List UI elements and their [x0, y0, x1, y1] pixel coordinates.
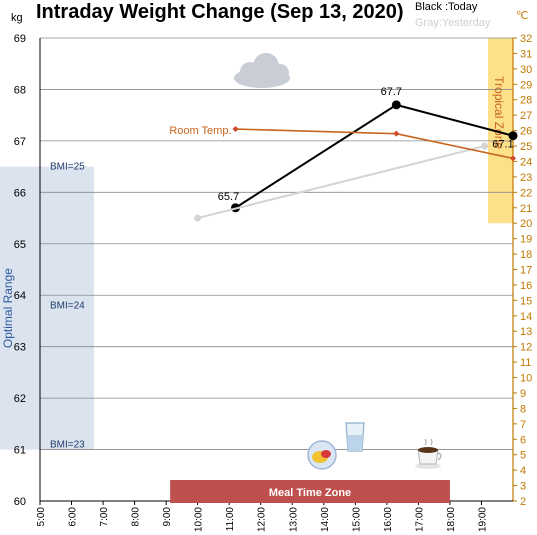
- today-point-1: [391, 100, 401, 110]
- y-tick-label-67: 67: [14, 136, 26, 148]
- today-data-label-3: 67.1: [492, 139, 513, 151]
- bmi-24-label: BMI=24: [50, 301, 85, 312]
- y-axis-unit: kg: [11, 12, 23, 24]
- y2-tick-label-18: 18: [520, 249, 532, 261]
- y2-tick-label-16: 16: [520, 280, 532, 292]
- x-tick-label-13: 18:00: [446, 507, 457, 532]
- y2-tick-label-31: 31: [520, 48, 532, 60]
- y2-tick-label-5: 5: [520, 450, 526, 462]
- y2-tick-label-9: 9: [520, 388, 526, 400]
- y2-tick-label-32: 32: [520, 33, 532, 45]
- y2-axis-unit: ℃: [516, 10, 528, 22]
- x-tick-label-8: 13:00: [288, 507, 299, 532]
- y2-axis-ticks: 2345678910111213141516171819202122232425…: [513, 33, 532, 508]
- series-layer: [194, 100, 518, 222]
- y2-tick-label-27: 27: [520, 110, 532, 122]
- y2-tick-label-7: 7: [520, 419, 526, 431]
- yesterday-point-0: [194, 214, 202, 222]
- y-tick-label-69: 69: [14, 33, 26, 45]
- room_temp-point-2: [510, 155, 516, 162]
- y-axis-ticks: 60 61 62 63 64 65 66 67 68 69: [14, 33, 26, 508]
- x-tick-label-3: 8:00: [131, 507, 142, 527]
- y-tick-label-66: 66: [14, 187, 26, 199]
- y2-tick-label-8: 8: [520, 403, 526, 415]
- y2-tick-label-11: 11: [520, 357, 531, 369]
- y-tick-label-68: 68: [14, 84, 26, 96]
- y-tick-label-64: 64: [14, 290, 26, 302]
- x-tick-label-5: 10:00: [194, 507, 205, 532]
- y2-tick-label-25: 25: [520, 141, 532, 153]
- bmi-23-label: BMI=23: [50, 439, 85, 450]
- x-tick-label-2: 7:00: [99, 507, 110, 527]
- x-axis-ticks: 5:00 6:00 7:00 8:00 9:00 10:00 11:00 12:00 13:00…: [36, 501, 488, 532]
- y2-tick-label-22: 22: [520, 187, 532, 199]
- y2-tick-label-28: 28: [520, 95, 532, 107]
- gridlines: [40, 37, 513, 502]
- x-tick-label-6: 11:00: [225, 507, 236, 532]
- meal-time-zone-band: [170, 480, 450, 503]
- y2-tick-label-12: 12: [520, 342, 532, 354]
- y-tick-label-65: 65: [14, 239, 26, 251]
- optimal-range-band: [0, 166, 94, 450]
- x-tick-label-4: 9:00: [162, 507, 173, 527]
- y2-tick-label-13: 13: [520, 326, 532, 338]
- x-tick-label-9: 14:00: [320, 507, 331, 532]
- today-data-label-2: 67.7: [381, 86, 402, 98]
- y2-tick-label-20: 20: [520, 218, 532, 230]
- legend-yesterday: Gray:Yesterday: [415, 17, 491, 29]
- y2-tick-label-14: 14: [520, 311, 532, 323]
- y2-tick-label-15: 15: [520, 295, 532, 307]
- y2-tick-label-17: 17: [520, 265, 532, 277]
- y-tick-label-63: 63: [14, 342, 26, 354]
- x-tick-label-12: 17:00: [414, 507, 425, 532]
- meal-plate-icon: [307, 440, 337, 470]
- y2-tick-label-3: 3: [520, 481, 526, 493]
- y2-tick-label-6: 6: [520, 434, 526, 446]
- y2-tick-label-29: 29: [520, 79, 532, 91]
- bmi-25-label: BMI=25: [50, 162, 85, 173]
- y2-tick-label-10: 10: [520, 373, 532, 385]
- x-tick-label-0: 5:00: [36, 507, 47, 527]
- x-tick-label-1: 6:00: [68, 507, 79, 527]
- water-glass-icon: [345, 422, 365, 452]
- meal-time-zone-label: Meal Time Zone: [269, 487, 351, 499]
- coffee-cup-icon: [415, 438, 442, 469]
- room_temp-point-0: [232, 126, 239, 133]
- y2-tick-label-2: 2: [520, 496, 526, 508]
- y-tick-label-61: 61: [14, 445, 26, 457]
- y2-tick-label-26: 26: [520, 126, 532, 138]
- room_temp-point-1: [393, 130, 400, 137]
- x-tick-label-10: 15:00: [351, 507, 362, 532]
- chart-title: Intraday Weight Change (Sep 13, 2020): [36, 1, 404, 23]
- y-tick-label-60: 60: [14, 496, 26, 508]
- y2-tick-label-19: 19: [520, 234, 532, 246]
- room_temp-line: [235, 128, 514, 160]
- y2-tick-label-30: 30: [520, 64, 532, 76]
- x-tick-label-11: 16:00: [383, 507, 394, 532]
- x-tick-label-14: 19:00: [477, 507, 488, 532]
- x-tick-label-7: 12:00: [257, 507, 268, 532]
- room-temp-label: Room Temp.: [169, 125, 231, 137]
- yesterday-point-1: [481, 142, 489, 150]
- y2-tick-label-23: 23: [520, 172, 532, 184]
- cloud-icon: [234, 53, 290, 88]
- axes: [39, 38, 514, 502]
- y2-tick-label-21: 21: [520, 203, 532, 215]
- y2-tick-label-24: 24: [520, 156, 532, 168]
- yesterday-line: [197, 145, 485, 220]
- y-tick-label-62: 62: [14, 393, 26, 405]
- optimal-range-label: Optimal Range: [1, 268, 15, 348]
- legend-today: Black :Today: [415, 1, 478, 13]
- y2-tick-label-4: 4: [520, 465, 526, 477]
- today-data-label-1: 65.7: [218, 191, 239, 203]
- today-point-2: [508, 131, 518, 141]
